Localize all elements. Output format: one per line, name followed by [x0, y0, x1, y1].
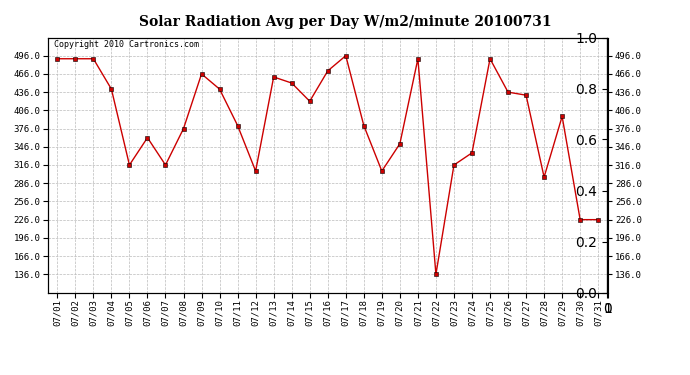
Text: Copyright 2010 Cartronics.com: Copyright 2010 Cartronics.com: [54, 40, 199, 49]
Text: Solar Radiation Avg per Day W/m2/minute 20100731: Solar Radiation Avg per Day W/m2/minute …: [139, 15, 551, 29]
